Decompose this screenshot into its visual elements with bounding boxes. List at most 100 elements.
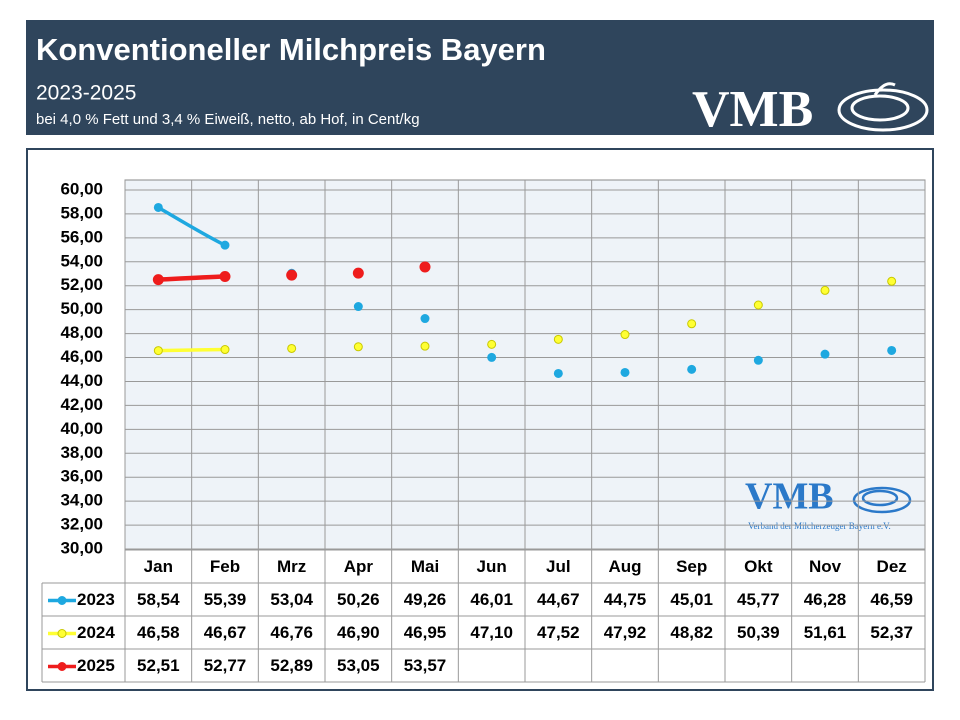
point xyxy=(487,339,497,349)
table-value: 52,77 xyxy=(204,656,247,675)
point xyxy=(487,352,497,362)
table-value: 50,26 xyxy=(337,590,380,609)
point xyxy=(820,349,830,359)
table-value: 46,58 xyxy=(137,623,180,642)
table-value: 46,59 xyxy=(870,590,913,609)
table-value: 52,37 xyxy=(870,623,913,642)
y-tick-label: 30,00 xyxy=(60,538,103,557)
y-tick-label: 56,00 xyxy=(60,227,103,246)
table-value: 55,39 xyxy=(204,590,247,609)
table-value: 47,10 xyxy=(470,623,513,642)
point xyxy=(153,202,163,212)
point xyxy=(153,346,163,356)
table-value: 53,04 xyxy=(270,590,313,609)
legend-label: 2023 xyxy=(77,590,115,609)
table-value: 45,01 xyxy=(670,590,713,609)
y-tick-label: 32,00 xyxy=(60,515,103,534)
x-tick-label: Mrz xyxy=(277,557,306,576)
watermark-logo: VMB xyxy=(745,476,834,518)
table-value: 46,28 xyxy=(804,590,847,609)
point xyxy=(220,345,230,355)
legend-swatch-point xyxy=(57,662,67,671)
x-tick-label: Nov xyxy=(809,557,842,576)
table-value: 47,52 xyxy=(537,623,580,642)
logo-swirl xyxy=(837,82,929,132)
table-value: 46,01 xyxy=(470,590,513,609)
point xyxy=(420,341,430,351)
point xyxy=(820,285,830,295)
table-value: 45,77 xyxy=(737,590,780,609)
x-tick-label: Okt xyxy=(744,557,773,576)
x-tick-label: Apr xyxy=(344,557,374,576)
table-value: 58,54 xyxy=(137,590,180,609)
table-value: 46,90 xyxy=(337,623,380,642)
y-tick-label: 54,00 xyxy=(60,251,103,270)
table-value: 46,95 xyxy=(404,623,447,642)
point xyxy=(687,364,697,374)
y-tick-label: 46,00 xyxy=(60,347,103,366)
point xyxy=(553,368,563,378)
legend-label: 2024 xyxy=(77,623,115,642)
title: Konventioneller Milchpreis Bayern xyxy=(36,32,546,67)
point xyxy=(420,314,430,324)
legend-label: 2025 xyxy=(77,656,115,675)
table-value: 53,57 xyxy=(404,656,447,675)
table-value: 47,92 xyxy=(604,623,647,642)
point xyxy=(687,319,697,329)
legend-swatch-point xyxy=(57,596,67,605)
x-tick-label: Feb xyxy=(210,557,240,576)
table-value: 51,61 xyxy=(804,623,847,642)
y-tick-label: 36,00 xyxy=(60,467,103,486)
x-tick-label: Jun xyxy=(477,557,507,576)
header-bg xyxy=(26,20,934,135)
table-value: 53,05 xyxy=(337,656,380,675)
x-tick-label: Jul xyxy=(546,557,571,576)
y-tick-label: 52,00 xyxy=(60,275,103,294)
point xyxy=(152,274,164,286)
table-value: 52,51 xyxy=(137,656,180,675)
y-tick-label: 58,00 xyxy=(60,203,103,222)
point xyxy=(620,330,630,340)
point xyxy=(352,267,364,279)
table-value: 52,89 xyxy=(270,656,313,675)
point xyxy=(887,276,897,286)
y-tick-label: 48,00 xyxy=(60,323,103,342)
x-tick-label: Dez xyxy=(877,557,907,576)
y-tick-label: 50,00 xyxy=(60,299,103,318)
watermark-swirl xyxy=(852,486,912,514)
point xyxy=(287,343,297,353)
y-tick-label: 42,00 xyxy=(60,395,103,414)
legend-swatch-point xyxy=(57,629,67,638)
x-tick-label: Mai xyxy=(411,557,439,576)
point xyxy=(753,355,763,365)
y-tick-label: 34,00 xyxy=(60,491,103,510)
point xyxy=(286,269,298,281)
table-value: 49,26 xyxy=(404,590,447,609)
x-tick-label: Sep xyxy=(676,557,707,576)
x-tick-label: Jan xyxy=(144,557,173,576)
table-value: 44,67 xyxy=(537,590,580,609)
logo: VMB xyxy=(692,81,813,138)
point xyxy=(353,302,363,312)
point xyxy=(419,261,431,273)
y-tick-label: 44,00 xyxy=(60,371,103,390)
table-value: 48,82 xyxy=(670,623,713,642)
table-value: 50,39 xyxy=(737,623,780,642)
table-value: 46,76 xyxy=(270,623,313,642)
point xyxy=(620,367,630,377)
series-line xyxy=(158,347,226,353)
x-tick-label: Aug xyxy=(608,557,641,576)
point xyxy=(219,271,231,283)
point xyxy=(220,240,230,250)
note: bei 4,0 % Fett und 3,4 % Eiweiß, netto, … xyxy=(36,111,420,128)
subtitle: 2023-2025 xyxy=(36,82,136,105)
table-value: 44,75 xyxy=(604,590,647,609)
point xyxy=(353,342,363,352)
point xyxy=(753,300,763,310)
y-tick-label: 40,00 xyxy=(60,419,103,438)
point xyxy=(887,345,897,355)
y-tick-label: 38,00 xyxy=(60,443,103,462)
point xyxy=(553,334,563,344)
